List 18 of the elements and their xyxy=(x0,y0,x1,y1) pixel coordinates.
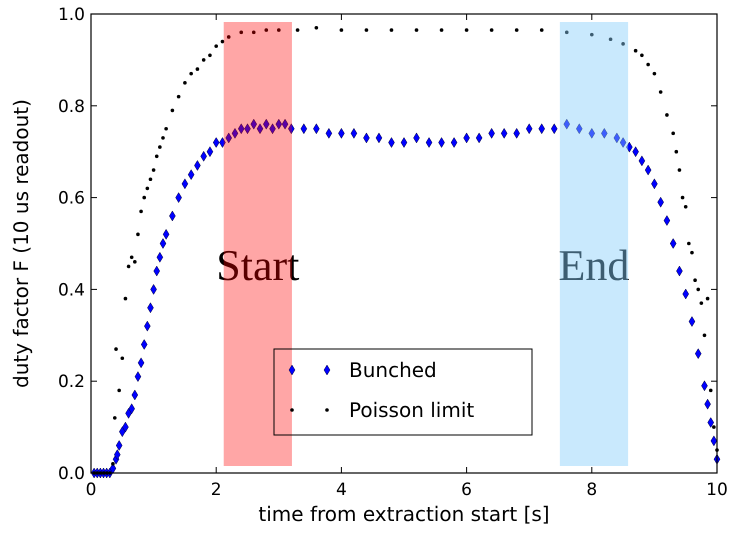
legend-label: Poisson limit xyxy=(349,398,474,422)
y-axis-title: duty factor F (10 us readout) xyxy=(9,99,33,388)
x-tick-label: 2 xyxy=(210,480,222,500)
legend-label: Bunched xyxy=(349,358,437,382)
band-label: End xyxy=(558,241,630,290)
x-axis-title: time from extraction start [s] xyxy=(258,502,550,526)
y-tick-label: 0.0 xyxy=(58,464,85,484)
y-tick-label: 0.2 xyxy=(58,372,85,392)
x-tick-label: 6 xyxy=(461,480,472,500)
y-tick-label: 0.4 xyxy=(58,280,85,300)
x-tick-label: 4 xyxy=(336,480,347,500)
y-tick-label: 1.0 xyxy=(58,5,85,25)
y-tick-label: 0.8 xyxy=(58,96,85,117)
x-tick-label: 0 xyxy=(86,480,96,500)
x-tick-label: 8 xyxy=(586,480,598,500)
x-tick-label: 10 xyxy=(706,480,728,500)
y-tick-label: 0.6 xyxy=(58,188,85,209)
band-label: Start xyxy=(216,241,300,290)
